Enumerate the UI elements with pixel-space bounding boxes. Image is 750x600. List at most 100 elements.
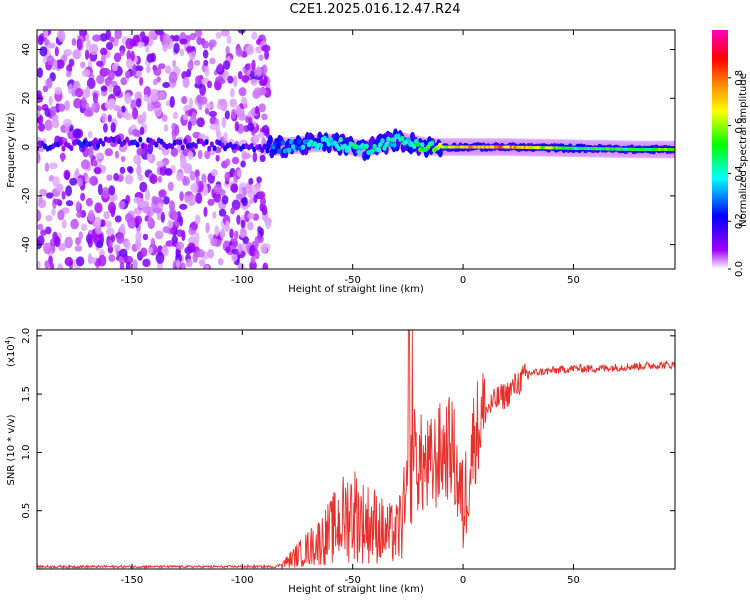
heatmap-noise-cell [58, 30, 66, 43]
heatmap-noise-cell [74, 245, 83, 252]
heatmap-noise-cell [179, 38, 188, 45]
heatmap-noise-cell [137, 41, 145, 48]
heatmap-noise-cell [45, 192, 54, 199]
heatmap-noise-cell [116, 232, 125, 244]
heatmap-noise-cell [156, 160, 165, 168]
heatmap-noise-cell [249, 197, 255, 204]
heatmap-noise-cell [167, 181, 174, 192]
heatmap-noise-cell [222, 60, 231, 70]
heatmap-noise-cell [179, 191, 184, 202]
heatmap-noise-cell [174, 124, 180, 136]
heatmap-noise-cell [176, 171, 185, 182]
heatmap-noise-cell [57, 242, 67, 252]
snr-y-tick-label: 2.0 [21, 328, 32, 344]
heatmap-noise-cell [237, 112, 246, 121]
heatmap-core-cell [376, 147, 381, 153]
heatmap-noise-cell [84, 176, 91, 183]
heatmap-noise-cell [133, 154, 142, 165]
heatmap-trace-cell [154, 141, 159, 148]
heatmap-core-cell [312, 141, 318, 147]
heatmap-core-cell [342, 143, 347, 149]
heatmap-noise-cell [87, 253, 93, 265]
heatmap-noise-cell [190, 221, 199, 231]
heatmap-noise-cell [185, 46, 195, 53]
heatmap-noise-cell [173, 34, 180, 42]
heatmap-noise-cell [139, 181, 148, 193]
snr-y-axis-label: SNR (10 * v/v) [6, 414, 17, 485]
heatmap-trace-cell [265, 147, 270, 154]
heatmap-noise-cell [194, 169, 200, 178]
heatmap-noise-cell [261, 44, 271, 52]
heatmap-noise-cell [140, 247, 148, 258]
heatmap-trace-cell [193, 143, 198, 150]
heatmap-noise-cell [54, 236, 61, 248]
heatmap-noise-cell [241, 187, 247, 197]
heatmap-noise-cell [113, 173, 120, 182]
heatmap-noise-cell [168, 71, 178, 84]
heatmap-core-cell [380, 138, 385, 144]
heatmap-noise-cell [65, 70, 72, 78]
heatmap-noise-cell [44, 162, 50, 172]
heatmap-noise-cell [76, 210, 82, 218]
heatmap-noise-cell [96, 60, 104, 67]
heatmap-noise-cell [119, 223, 126, 236]
heatmap-noise-cell [240, 96, 246, 105]
heatmap-trace-cell [183, 138, 188, 145]
heatmap-noise-cell [72, 81, 79, 91]
heatmap-y-tick-label: -20 [21, 188, 32, 204]
heatmap-noise-cell [185, 258, 193, 268]
heatmap-core-cell [378, 141, 383, 148]
heatmap-noise-cell [163, 124, 169, 132]
heatmap-noise-cell [208, 110, 218, 118]
heatmap-noise-cell [162, 81, 171, 89]
heatmap-noise-cell [148, 30, 157, 39]
heatmap-noise-cell [145, 45, 150, 53]
heatmap-noise-cell [70, 218, 79, 230]
heatmap-core-cell [416, 141, 421, 147]
heatmap-core-cell [300, 144, 306, 150]
heatmap-noise-cell [162, 226, 171, 234]
heatmap-noise-cell [57, 103, 66, 112]
heatmap-noise-cell [100, 85, 108, 92]
heatmap-noise-cell [109, 195, 115, 203]
heatmap-trace-cell [249, 143, 254, 150]
heatmap-noise-cell [204, 264, 210, 269]
heatmap-noise-cell [202, 49, 209, 59]
heatmap-noise-cell [237, 30, 246, 34]
heatmap-noise-cell [188, 199, 194, 207]
heatmap-noise-cell [187, 242, 196, 253]
heatmap-noise-cell [120, 77, 128, 86]
heatmap-core-cell [384, 141, 389, 147]
heatmap-noise-cell [101, 112, 107, 123]
heatmap-noise-cell [113, 244, 121, 251]
heatmap-noise-cell [63, 169, 71, 180]
heatmap-noise-cell [37, 35, 44, 46]
heatmap-noise-cell [74, 168, 80, 178]
heatmap-noise-cell [234, 121, 240, 132]
heatmap-noise-cell [92, 34, 101, 42]
heatmap-trace-cell [125, 136, 130, 143]
heatmap-core-cell [406, 136, 411, 143]
heatmap-noise-cell [89, 43, 99, 55]
heatmap-noise-cell [132, 63, 137, 76]
heatmap-noise-cell [218, 208, 227, 217]
heatmap-noise-cell [255, 184, 261, 194]
heatmap-noise-cell [164, 65, 172, 75]
heatmap-noise-cell [56, 183, 64, 193]
heatmap-noise-cell [247, 212, 255, 220]
snr-y-tick-label: 1.5 [21, 386, 32, 402]
heatmap-noise-cell [262, 262, 269, 269]
heatmap-noise-cell [147, 142, 154, 155]
heatmap-noise-cell [154, 30, 164, 36]
heatmap-noise-cell [60, 152, 65, 163]
heatmap-noise-cell [109, 98, 116, 109]
heatmap-noise-cell [98, 248, 105, 257]
heatmap-noise-cell [238, 87, 247, 97]
heatmap-noise-cell [37, 223, 44, 231]
heatmap-noise-cell [258, 103, 266, 113]
heatmap-noise-cell [114, 150, 120, 159]
heatmap-noise-cell [39, 46, 48, 57]
heatmap-noise-cell [217, 63, 224, 72]
heatmap-noise-cell [95, 152, 105, 160]
heatmap-noise-cell [81, 97, 87, 109]
